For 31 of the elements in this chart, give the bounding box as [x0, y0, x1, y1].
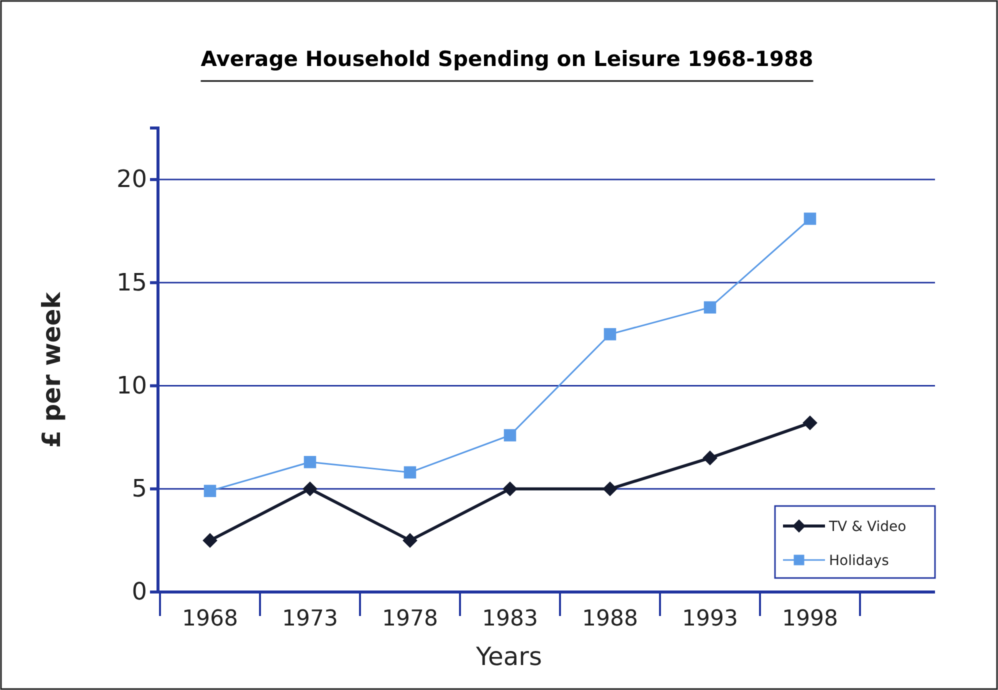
point [302, 481, 318, 496]
point [604, 328, 616, 340]
x-tick-label: 1988 [582, 606, 638, 632]
x-tick-label: 1993 [682, 606, 738, 632]
point [304, 456, 316, 468]
chart-title: Average Household Spending on Leisure 1968-1988 [200, 47, 814, 71]
y-tick-label: 5 [132, 474, 147, 503]
point [702, 450, 718, 466]
x-tick-label: 1978 [382, 606, 438, 632]
legend-label: TV & Video [828, 519, 906, 535]
x-axis-title: Years [475, 642, 542, 671]
x-tick-label: 1998 [782, 606, 838, 632]
x-tick-label: 1983 [482, 606, 538, 632]
point [804, 212, 816, 225]
x-tick-label: 1973 [282, 606, 338, 632]
y-axis-title: £ per week [37, 290, 66, 448]
x-tick-label: 1968 [182, 606, 238, 632]
point [202, 533, 218, 548]
legend-label: Holidays [829, 553, 889, 569]
point [602, 481, 618, 496]
y-tick-label: 20 [116, 165, 147, 194]
y-tick-label: 0 [132, 578, 147, 606]
point [704, 301, 716, 314]
point [504, 429, 516, 442]
point [502, 481, 518, 496]
point [204, 484, 216, 498]
point [402, 533, 418, 548]
y-tick-label: 15 [116, 268, 147, 296]
point [802, 415, 818, 430]
y-tick-label: 10 [116, 371, 147, 400]
point [404, 466, 416, 479]
